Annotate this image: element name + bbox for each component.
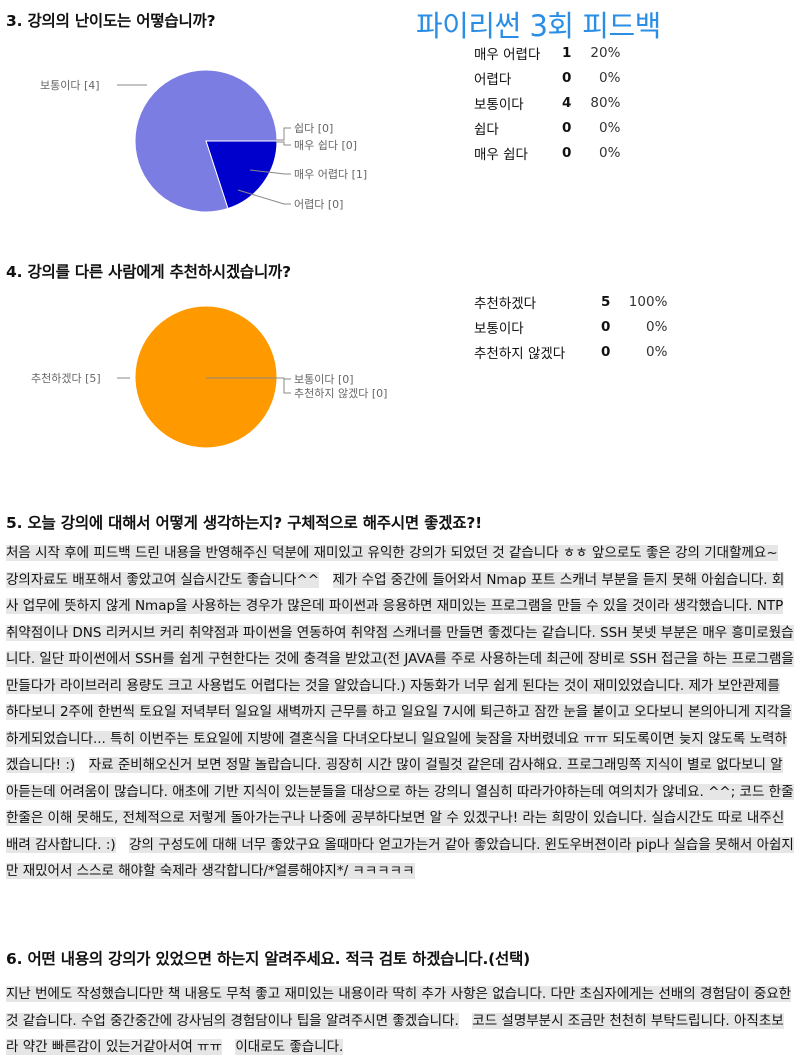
question-5-title: 5. 오늘 강의에 대해서 어떻게 생각하는지? 구체적으로 해주시면 좋겠죠?… <box>6 514 482 532</box>
pie-label-hard: 어렵다 [0] <box>294 198 343 211</box>
table-row: 매우 쉽다 0 0% <box>474 140 620 165</box>
row-percent: 0% <box>598 69 621 86</box>
pie-slice-1 <box>205 140 278 210</box>
table-row: 쉽다 0 0% <box>474 115 620 140</box>
row-percent: 20% <box>590 44 621 61</box>
row-label: 보통이다 <box>474 320 524 337</box>
pie-label-normal: 보통이다 [4] <box>40 79 100 92</box>
question-3-title: 3. 강의의 난이도는 어떻습니까? <box>6 12 216 30</box>
row-label: 매우 쉽다 <box>474 146 528 163</box>
difficulty-stats-table: 매우 어렵다 1 20% 어렵다 0 0% 보통이다 4 80% 쉽다 0 0% 매우 쉽다 0 0… <box>474 40 620 165</box>
row-label: 어렵다 <box>474 71 512 88</box>
row-label: 추천하겠다 <box>474 295 537 312</box>
leader-line <box>276 141 291 146</box>
table-row: 보통이다 4 80% <box>474 90 620 115</box>
answer-text: 이대로도 좋습니다. <box>235 1039 344 1055</box>
question-6-answers: 지난 번에도 작성했습니다만 책 내용도 무척 좋고 재미있는 내용이라 딱히 … <box>6 981 794 1061</box>
row-count: 0 <box>562 119 572 136</box>
row-count: 1 <box>562 44 572 61</box>
pie-label-very-hard: 매우 어렵다 [1] <box>294 168 367 181</box>
table-row: 어렵다 0 0% <box>474 65 620 90</box>
leader-line <box>206 377 291 394</box>
pie-leader-lines <box>117 84 291 205</box>
row-percent: 80% <box>590 94 621 111</box>
pie-slice-3 <box>134 69 278 213</box>
pie-label-easy: 쉽다 [0] <box>294 122 333 135</box>
row-percent: 0% <box>598 144 621 161</box>
pie-slice-1 <box>134 305 278 449</box>
answer-text: 강의자료도 배포해서 좋았고여 실습시간도 좋습니다^^ <box>6 571 320 588</box>
row-count: 0 <box>562 144 572 161</box>
pie-leader-lines <box>117 377 291 394</box>
row-count: 0 <box>562 69 572 86</box>
row-count: 0 <box>601 318 611 335</box>
question-4-title: 4. 강의를 다른 사람에게 추천하시겠습니까? <box>6 263 291 281</box>
row-label: 보통이다 <box>474 96 524 113</box>
leader-line <box>276 127 291 141</box>
row-count: 0 <box>601 343 611 360</box>
leader-line <box>237 189 291 205</box>
answer-text: 강의 구성도에 대해 너무 좋았구요 올때마다 얻고가는거 같아 좋았습니다. … <box>6 836 794 879</box>
answer-text: 제가 수업 중간에 들어와서 Nmap 포트 스캐너 부분을 듣지 못해 아쉽습… <box>6 571 794 773</box>
pie-label-recommend: 추천하겠다 [5] <box>31 371 101 385</box>
question-5-answers: 처음 시작 후에 피드백 드린 내용을 반영해주신 덕분에 재미있고 유익한 강… <box>6 540 794 885</box>
row-label: 쉽다 <box>474 121 499 138</box>
row-percent: 100% <box>628 293 668 310</box>
table-row: 추천하지 않겠다 0 0% <box>474 339 667 364</box>
row-percent: 0% <box>645 318 668 335</box>
pie-label-not-recommend: 추천하지 않겠다 [0] <box>294 386 387 400</box>
leader-line <box>249 169 291 175</box>
row-percent: 0% <box>645 343 668 360</box>
recommend-pie-chart: 추천하겠다 [5] 보통이다 [0] 추천하지 않겠다 [0] <box>31 305 387 449</box>
difficulty-pie-chart: 보통이다 [4] 쉽다 [0] 매우 쉽다 [0] 매우 어렵다 [1] 어렵다… <box>40 69 367 213</box>
table-row: 매우 어렵다 1 20% <box>474 40 620 65</box>
recommend-stats-table: 추천하겠다 5 100% 보통이다 0 0% 추천하지 않겠다 0 0% <box>474 289 667 364</box>
row-label: 매우 어렵다 <box>474 46 541 63</box>
table-row: 추천하겠다 5 100% <box>474 289 667 314</box>
table-row: 보통이다 0 0% <box>474 314 667 339</box>
row-label: 추천하지 않겠다 <box>474 345 566 362</box>
row-percent: 0% <box>598 119 621 136</box>
row-count: 5 <box>601 293 611 310</box>
answer-text: 처음 시작 후에 피드백 드린 내용을 반영해주신 덕분에 재미있고 유익한 강… <box>6 545 778 561</box>
pie-label-normal: 보통이다 [0] <box>294 373 354 386</box>
pie-label-very-easy: 매우 쉽다 [0] <box>294 139 357 152</box>
row-count: 4 <box>562 94 572 111</box>
page-title: 파이리썬 3회 피드백 <box>416 9 661 43</box>
question-6-title: 6. 어떤 내용의 강의가 있었으면 하는지 알려주세요. 적극 검토 하겠습니… <box>6 950 531 968</box>
